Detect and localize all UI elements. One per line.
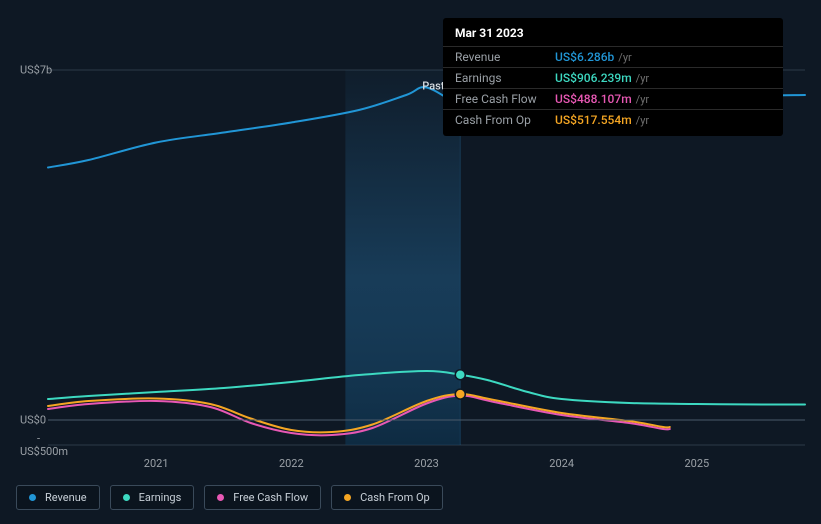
marker-cfo (455, 389, 465, 399)
x-tick-label: 2022 (279, 457, 304, 470)
y-tick-label: US$7b (20, 64, 40, 77)
tooltip-row: RevenueUS$6.286b/yr (443, 46, 783, 67)
legend-item-label: Revenue (45, 491, 87, 504)
tooltip-row-unit: /yr (636, 72, 649, 85)
x-tick-label: 2025 (684, 457, 709, 470)
tooltip-row-unit: /yr (636, 93, 649, 106)
x-tick-label: 2023 (414, 457, 439, 470)
legend-dot-icon (123, 494, 130, 501)
x-tick-label: 2024 (549, 457, 574, 470)
tooltip-row-value: US$906.239m (555, 71, 632, 85)
legend-dot-icon (344, 494, 351, 501)
legend-item-label: Free Cash Flow (233, 491, 308, 504)
tooltip-row: Free Cash FlowUS$488.107m/yr (443, 88, 783, 109)
past-label: Past (422, 79, 444, 92)
legend: Revenue Earnings Free Cash Flow Cash From O… (16, 485, 443, 510)
tooltip-row-unit: /yr (636, 114, 649, 127)
tooltip-date: Mar 31 2023 (443, 24, 783, 46)
marker-earnings (455, 370, 465, 380)
tooltip: Mar 31 2023 RevenueUS$6.286b/yrEarningsU… (443, 18, 783, 136)
tooltip-row-value: US$517.554m (555, 113, 632, 127)
legend-item-earnings[interactable]: Earnings (110, 485, 195, 510)
financials-chart: US$7b US$0 -US$500m 2021 2022 2023 2024 2025 P… (0, 0, 821, 524)
tooltip-row: EarningsUS$906.239m/yr (443, 67, 783, 88)
tooltip-row: Cash From OpUS$517.554m/yr (443, 109, 783, 130)
x-tick-label: 2021 (144, 457, 169, 470)
tooltip-row-value: US$6.286b (555, 50, 614, 64)
tooltip-row-unit: /yr (618, 51, 631, 64)
tooltip-row-label: Cash From Op (455, 113, 555, 127)
tooltip-row-label: Free Cash Flow (455, 92, 555, 106)
legend-dot-icon (217, 494, 224, 501)
legend-item-label: Cash From Op (360, 491, 430, 504)
tooltip-row-label: Revenue (455, 50, 555, 64)
legend-item-label: Earnings (139, 491, 182, 504)
legend-item-fcf[interactable]: Free Cash Flow (204, 485, 321, 510)
legend-item-revenue[interactable]: Revenue (16, 485, 100, 510)
tooltip-row-value: US$488.107m (555, 92, 632, 106)
legend-dot-icon (29, 494, 36, 501)
y-tick-label: -US$500m (20, 432, 40, 458)
legend-item-cfo[interactable]: Cash From Op (331, 485, 443, 510)
tooltip-row-label: Earnings (455, 71, 555, 85)
y-tick-label: US$0 (20, 414, 40, 427)
